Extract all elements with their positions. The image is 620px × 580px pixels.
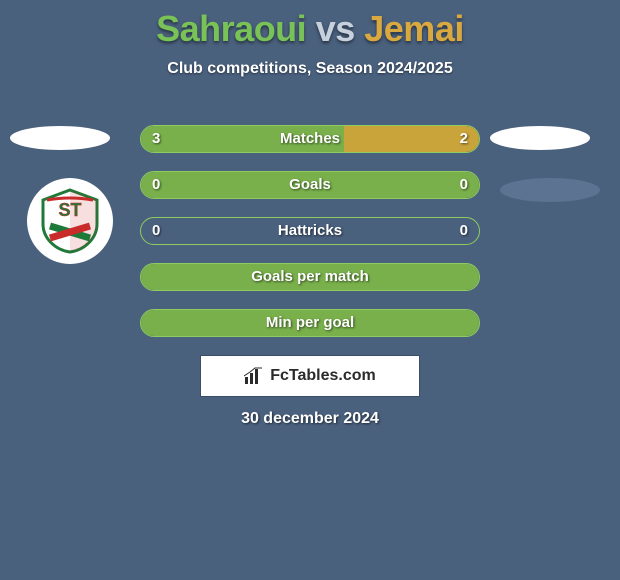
- stat-value-left: 0: [152, 171, 160, 199]
- stats-area: Matches32Goals00Hattricks00Goals per mat…: [140, 125, 480, 355]
- photo-oval-left: [10, 126, 110, 150]
- stat-label: Matches: [140, 125, 480, 153]
- stat-row: Matches3 2: [140, 125, 480, 153]
- stat-label: Goals per match: [140, 263, 480, 291]
- stat-label: Min per goal: [140, 309, 480, 337]
- stat-value-right: 0: [460, 217, 468, 245]
- subtitle: Club competitions, Season 2024/2025: [0, 60, 620, 78]
- player2-name: Jemai: [364, 8, 464, 49]
- stat-row: Goals per match: [140, 263, 480, 291]
- player1-name: Sahraoui: [156, 8, 306, 49]
- date-text: 30 december 2024: [0, 410, 620, 428]
- chart-icon: [244, 367, 264, 385]
- vs-text: vs: [316, 8, 355, 49]
- club-badge-icon: ST: [35, 186, 105, 256]
- infographic-container: Sahraoui vs Jemai Club competitions, Sea…: [0, 0, 620, 580]
- watermark-box: FcTables.com: [200, 355, 420, 397]
- club-badge-left: ST: [27, 178, 113, 264]
- stat-row: Hattricks0 0: [140, 217, 480, 245]
- svg-text:ST: ST: [58, 200, 81, 220]
- stat-value-right: 0: [460, 171, 468, 199]
- stat-row: Min per goal: [140, 309, 480, 337]
- stat-value-left: 3: [152, 125, 160, 153]
- photo-oval-right-2: [500, 178, 600, 202]
- stat-value-right: 2: [460, 125, 468, 153]
- watermark-text: FcTables.com: [270, 367, 376, 385]
- stat-label: Hattricks: [140, 217, 480, 245]
- stat-label: Goals: [140, 171, 480, 199]
- photo-oval-right: [490, 126, 590, 150]
- stat-value-left: 0: [152, 217, 160, 245]
- page-title: Sahraoui vs Jemai: [0, 0, 620, 50]
- stat-row: Goals0 0: [140, 171, 480, 199]
